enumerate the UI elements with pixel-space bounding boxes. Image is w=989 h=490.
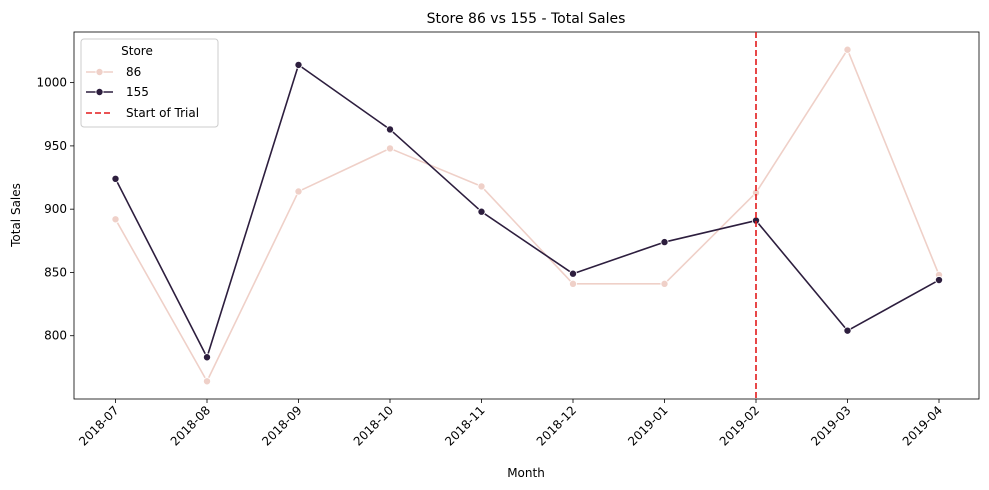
legend-label-start-of-trial: Start of Trial	[126, 106, 199, 120]
x-axis-title: Month	[507, 466, 545, 480]
x-tick-label: 2019-04	[900, 403, 945, 448]
y-tick-label: 900	[44, 202, 67, 216]
series-point-86	[843, 45, 852, 54]
legend: Store 86 155 Start of Trial	[80, 38, 219, 128]
x-tick-label: 2018-08	[168, 403, 213, 448]
series-point-155	[111, 174, 120, 183]
legend-marker-86	[95, 68, 104, 77]
x-tick-label: 2018-07	[76, 403, 121, 448]
series-point-155	[569, 269, 578, 278]
legend-title: Store	[121, 44, 153, 58]
y-tick-label: 800	[44, 329, 67, 343]
series-point-86	[294, 187, 303, 196]
x-tick-label: 2019-01	[625, 403, 670, 448]
x-tick-label: 2018-11	[442, 403, 487, 448]
series-point-86	[111, 215, 120, 224]
plot-area	[73, 31, 980, 400]
series-point-86	[385, 144, 394, 153]
y-tick-label: 1000	[36, 76, 67, 90]
series-line-86	[114, 48, 940, 383]
x-tick-label: 2018-09	[259, 403, 304, 448]
series-group	[111, 45, 944, 386]
series-line-155	[114, 64, 940, 359]
legend-label-155: 155	[126, 85, 149, 99]
x-tick-label: 2019-03	[808, 403, 853, 448]
series-point-155	[935, 276, 944, 285]
legend-box	[80, 38, 219, 128]
series-point-155	[294, 60, 303, 69]
series-point-155	[385, 125, 394, 134]
x-tick-label: 2018-12	[534, 403, 579, 448]
chart-title: Store 86 vs 155 - Total Sales	[427, 11, 626, 27]
y-axis: 800 850 900 950 1000	[36, 76, 74, 343]
series-point-155	[660, 238, 669, 247]
legend-marker-155	[95, 88, 104, 97]
x-axis: 2018-07 2018-08 2018-09 2018-10 2018-11 2018-…	[76, 399, 945, 449]
series-point-86	[477, 182, 486, 191]
series-point-155	[477, 207, 486, 216]
y-axis-title: Total Sales	[9, 183, 23, 248]
series-point-155	[202, 353, 211, 362]
series-point-86	[660, 279, 669, 288]
x-tick-label: 2018-10	[351, 403, 396, 448]
x-tick-label: 2019-02	[717, 403, 762, 448]
y-tick-label: 950	[44, 139, 67, 153]
legend-label-86: 86	[126, 65, 141, 79]
series-point-86	[202, 377, 211, 386]
y-tick-label: 850	[44, 265, 67, 279]
series-point-86	[569, 279, 578, 288]
series-point-155	[843, 326, 852, 335]
